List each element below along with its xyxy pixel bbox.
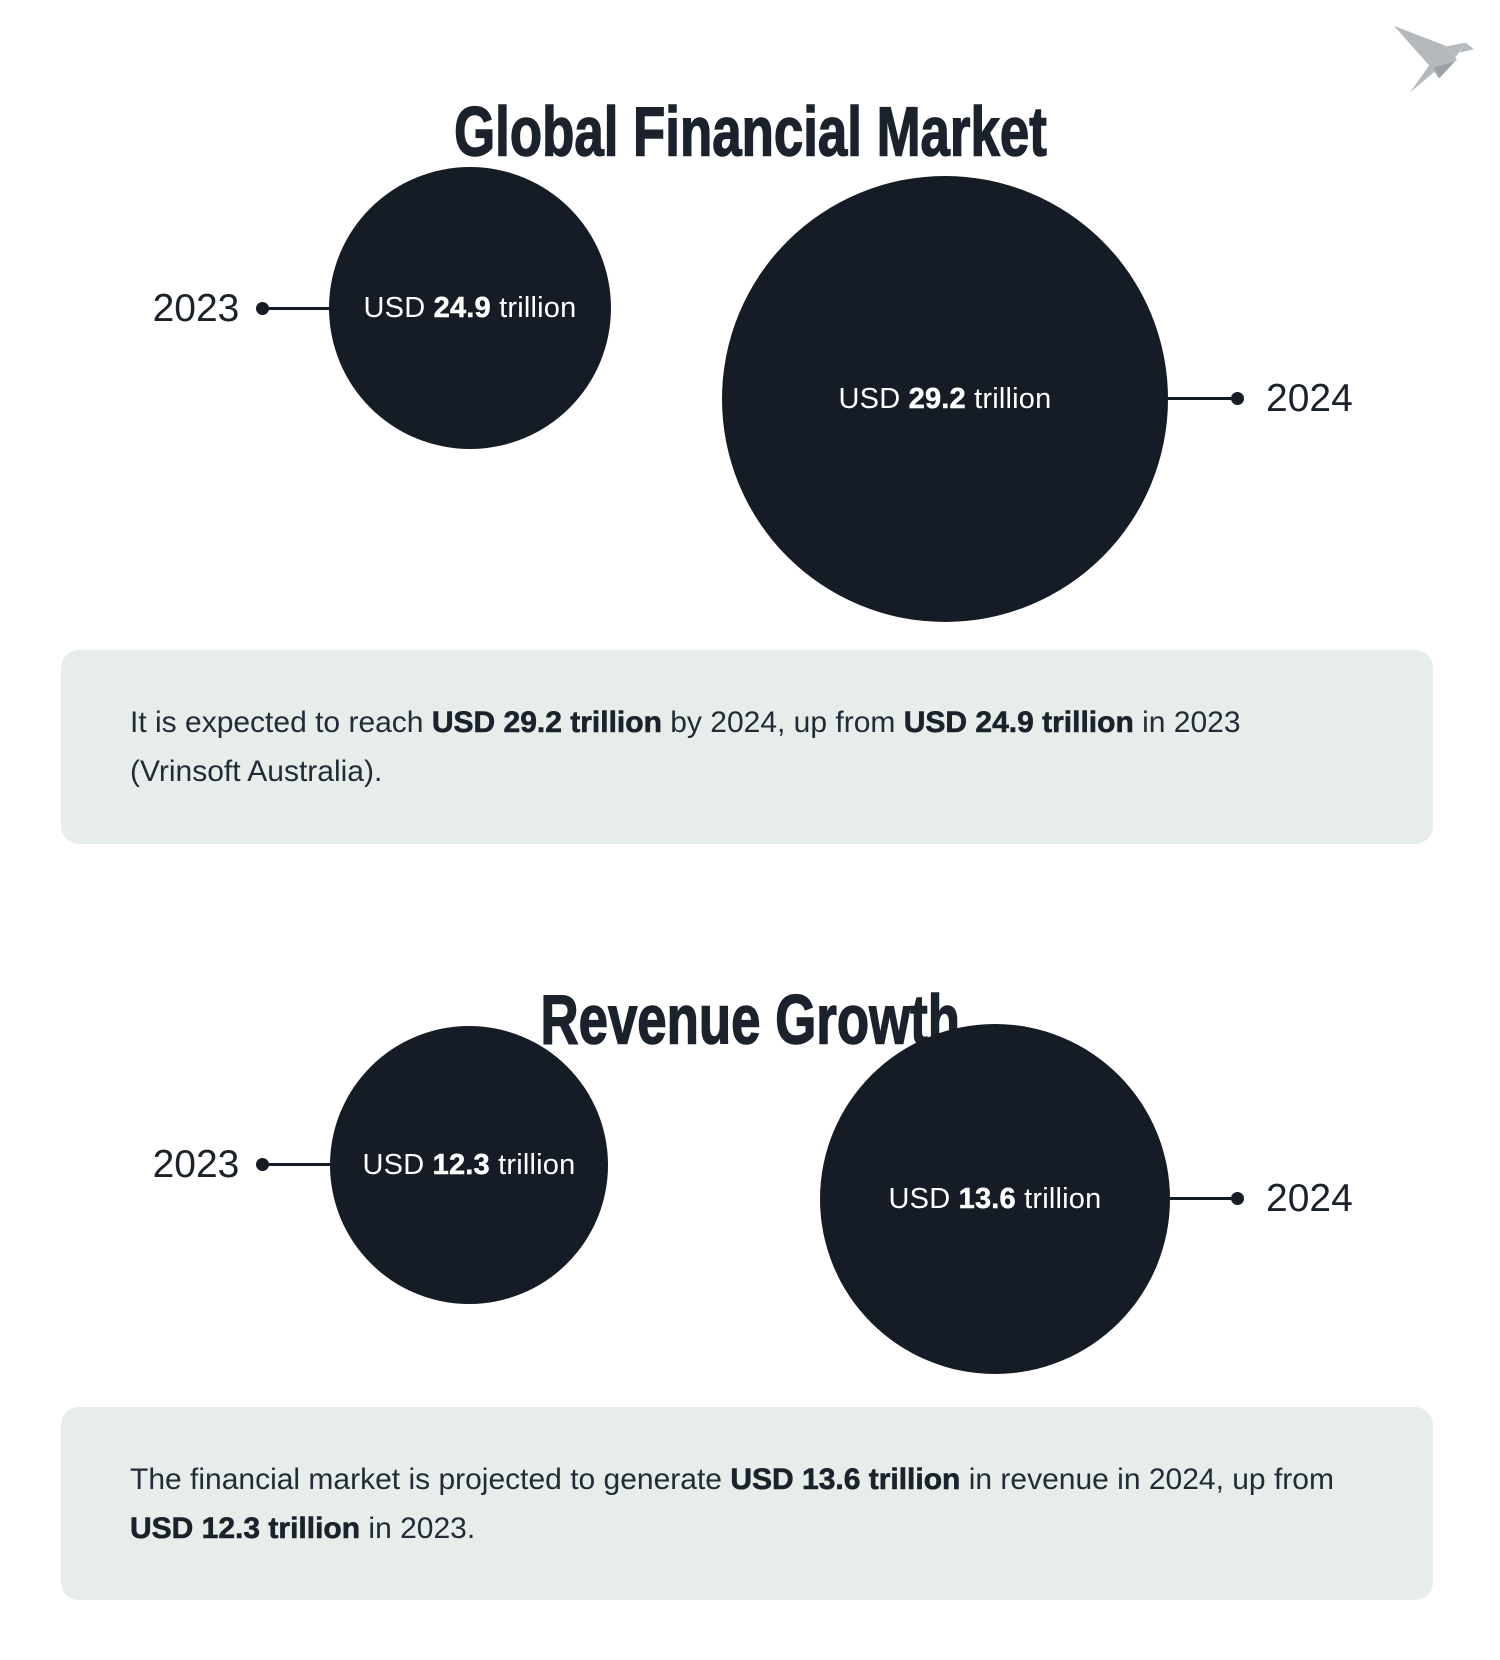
bubble-2023-revenue: USD 12.3 trillion	[330, 1026, 608, 1304]
note-text-revenue: The financial market is projected to gen…	[130, 1463, 1334, 1546]
bubble-value-label: USD 12.3 trillion	[362, 1149, 576, 1182]
connector-dot	[256, 302, 269, 315]
connector-line-2024-market	[1167, 392, 1244, 405]
bubble-value-label: USD 29.2 trillion	[838, 383, 1052, 416]
note-text-market: It is expected to reach USD 29.2 trillio…	[130, 706, 1241, 788]
connector-dot	[1231, 392, 1244, 405]
bubble-value-label: USD 24.9 trillion	[363, 292, 577, 325]
year-label-2024-market: 2024	[1266, 377, 1353, 420]
origami-bird-logo-icon	[1393, 25, 1474, 93]
note-box-market: It is expected to reach USD 29.2 trillio…	[61, 650, 1433, 844]
bubble-value-label: USD 13.6 trillion	[888, 1183, 1102, 1216]
year-label-2023-market: 2023	[152, 287, 240, 330]
connector-dot	[256, 1158, 269, 1171]
year-label-2023-revenue: 2023	[152, 1143, 240, 1186]
section-title-revenue-growth: Revenue Growth	[540, 979, 961, 1059]
connector-line-2024-revenue	[1170, 1192, 1244, 1205]
connector-line-2023-market	[256, 302, 330, 315]
connector-line-2023-revenue	[256, 1158, 330, 1171]
bubble-2024-revenue: USD 13.6 trillion	[820, 1024, 1170, 1374]
note-box-revenue: The financial market is projected to gen…	[61, 1407, 1433, 1600]
year-label-2024-revenue: 2024	[1266, 1177, 1353, 1220]
section-title-global-financial-market: Global Financial Market	[453, 91, 1047, 171]
bubble-2024-market: USD 29.2 trillion	[722, 176, 1168, 622]
bubble-2023-market: USD 24.9 trillion	[329, 167, 611, 449]
connector-dot	[1231, 1192, 1244, 1205]
